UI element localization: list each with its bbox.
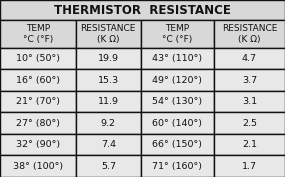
Text: 15.3: 15.3 xyxy=(98,76,119,85)
Text: 54° (130°): 54° (130°) xyxy=(152,97,202,106)
Bar xyxy=(76,20,141,48)
Bar xyxy=(0,91,76,112)
Text: 9.2: 9.2 xyxy=(101,119,116,128)
Text: 66° (150°): 66° (150°) xyxy=(152,140,202,149)
Text: 32° (90°): 32° (90°) xyxy=(16,140,60,149)
Bar xyxy=(214,91,285,112)
Bar xyxy=(76,112,141,134)
Bar xyxy=(214,112,285,134)
Text: 27° (80°): 27° (80°) xyxy=(16,119,60,128)
Bar xyxy=(141,48,214,69)
Text: 43° (110°): 43° (110°) xyxy=(152,54,202,63)
Bar xyxy=(0,0,285,20)
Text: 19.9: 19.9 xyxy=(98,54,119,63)
Bar xyxy=(214,48,285,69)
Bar xyxy=(76,91,141,112)
Bar xyxy=(0,48,76,69)
Bar xyxy=(214,69,285,91)
Text: TEMP
°C (°F): TEMP °C (°F) xyxy=(23,24,53,44)
Bar xyxy=(214,155,285,177)
Bar xyxy=(76,48,141,69)
Text: 2.5: 2.5 xyxy=(242,119,257,128)
Bar xyxy=(141,112,214,134)
Text: 1.7: 1.7 xyxy=(242,162,257,171)
Text: TEMP
°C (°F): TEMP °C (°F) xyxy=(162,24,193,44)
Bar xyxy=(0,20,76,48)
Text: 4.7: 4.7 xyxy=(242,54,257,63)
Bar xyxy=(141,91,214,112)
Text: 60° (140°): 60° (140°) xyxy=(152,119,202,128)
Text: 10° (50°): 10° (50°) xyxy=(16,54,60,63)
Text: 2.1: 2.1 xyxy=(242,140,257,149)
Bar xyxy=(141,155,214,177)
Bar xyxy=(141,134,214,155)
Bar xyxy=(214,134,285,155)
Text: 21° (70°): 21° (70°) xyxy=(16,97,60,106)
Text: 11.9: 11.9 xyxy=(98,97,119,106)
Text: RESISTANCE
(K Ω): RESISTANCE (K Ω) xyxy=(222,24,277,44)
Bar xyxy=(214,20,285,48)
Text: 3.7: 3.7 xyxy=(242,76,257,85)
Text: 71° (160°): 71° (160°) xyxy=(152,162,202,171)
Text: 7.4: 7.4 xyxy=(101,140,116,149)
Text: 3.1: 3.1 xyxy=(242,97,257,106)
Text: 5.7: 5.7 xyxy=(101,162,116,171)
Bar xyxy=(76,69,141,91)
Bar xyxy=(0,134,76,155)
Bar xyxy=(76,155,141,177)
Text: THERMISTOR  RESISTANCE: THERMISTOR RESISTANCE xyxy=(54,4,231,17)
Text: 49° (120°): 49° (120°) xyxy=(152,76,202,85)
Text: 16° (60°): 16° (60°) xyxy=(16,76,60,85)
Text: 38° (100°): 38° (100°) xyxy=(13,162,63,171)
Bar xyxy=(0,69,76,91)
Bar xyxy=(76,134,141,155)
Bar xyxy=(0,112,76,134)
Bar xyxy=(0,155,76,177)
Text: RESISTANCE
(K Ω): RESISTANCE (K Ω) xyxy=(81,24,136,44)
Bar xyxy=(141,69,214,91)
Bar xyxy=(141,20,214,48)
